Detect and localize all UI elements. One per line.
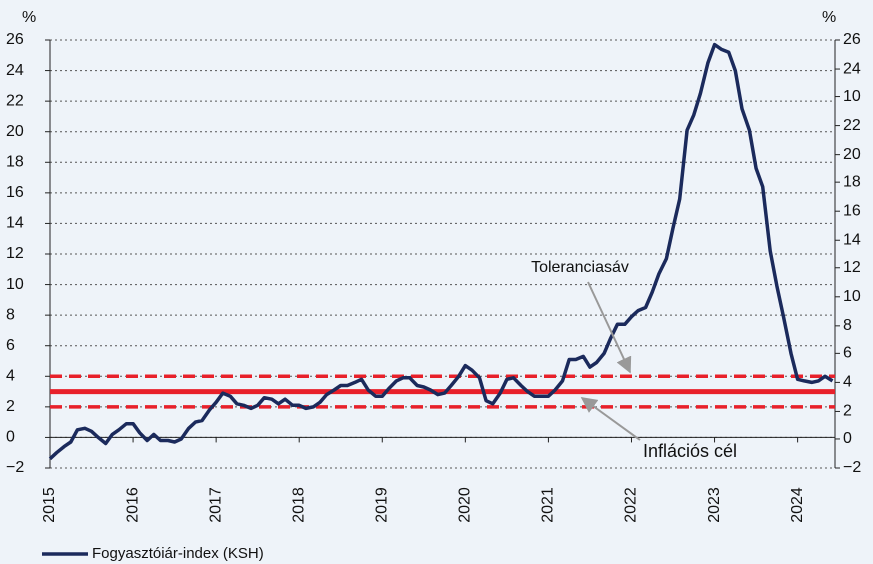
y-tick-label: 20: [6, 123, 24, 140]
y2-tick-label: 4: [843, 374, 852, 391]
x-tick-label: 2022: [623, 487, 640, 523]
annotation: Toleranciasáv: [531, 259, 629, 276]
x-tick-label: 2019: [373, 487, 390, 523]
y-tick-label: −2: [6, 459, 24, 476]
y-unit-right: %: [822, 9, 836, 26]
y2-tick-label: 8: [843, 317, 852, 334]
y2-tick-label: 10: [843, 88, 861, 105]
y2-tick-label: 6: [843, 345, 852, 362]
x-tick-label: 2020: [457, 487, 474, 523]
y-tick-label: 10: [6, 276, 24, 293]
y-tick-label: 2: [6, 398, 15, 415]
y-tick-label: 16: [6, 184, 24, 201]
y-unit-left: %: [22, 9, 36, 26]
y2-tick-label: 2: [843, 403, 852, 420]
y-tick-label: 0: [6, 429, 15, 446]
y-tick-label: 26: [6, 31, 24, 48]
annotation-arrow: [587, 281, 632, 374]
legend-label: Fogyasztóiár-index (KSH): [92, 545, 264, 562]
y2-tick-label: 20: [843, 146, 861, 163]
y-tick-label: 8: [6, 306, 15, 323]
x-tick-label: 2024: [789, 487, 806, 523]
x-tick-label: 2016: [124, 487, 141, 523]
y-tick-label: 12: [6, 245, 24, 262]
x-tick-label: 2017: [207, 487, 224, 523]
y-tick-label: 24: [6, 62, 24, 79]
y2-tick-label: −2: [843, 459, 861, 476]
y2-tick-label: 10: [843, 288, 861, 305]
x-tick-label: 2018: [290, 487, 307, 523]
y-tick-label: 6: [6, 337, 15, 354]
y2-tick-label: 22: [843, 117, 861, 134]
x-tick-label: 2015: [41, 487, 58, 523]
y2-tick-label: 12: [843, 259, 861, 276]
series-line: [48, 42, 834, 461]
y-tick-label: 22: [6, 92, 24, 109]
y2-tick-label: 16: [843, 202, 861, 219]
y2-tick-label: 26: [843, 31, 861, 48]
y-tick-label: 18: [6, 154, 24, 171]
y2-tick-label: 24: [843, 60, 861, 77]
annotation: Inflációs cél: [643, 441, 737, 461]
x-tick-label: 2023: [706, 487, 723, 523]
y2-tick-label: 14: [843, 231, 861, 248]
y-tick-label: 14: [6, 215, 24, 232]
x-tick-label: 2021: [540, 487, 557, 523]
y2-tick-label: 18: [843, 173, 861, 190]
y2-tick-label: 0: [843, 430, 852, 447]
annotation-arrow: [580, 397, 641, 441]
y-tick-label: 4: [6, 368, 15, 385]
